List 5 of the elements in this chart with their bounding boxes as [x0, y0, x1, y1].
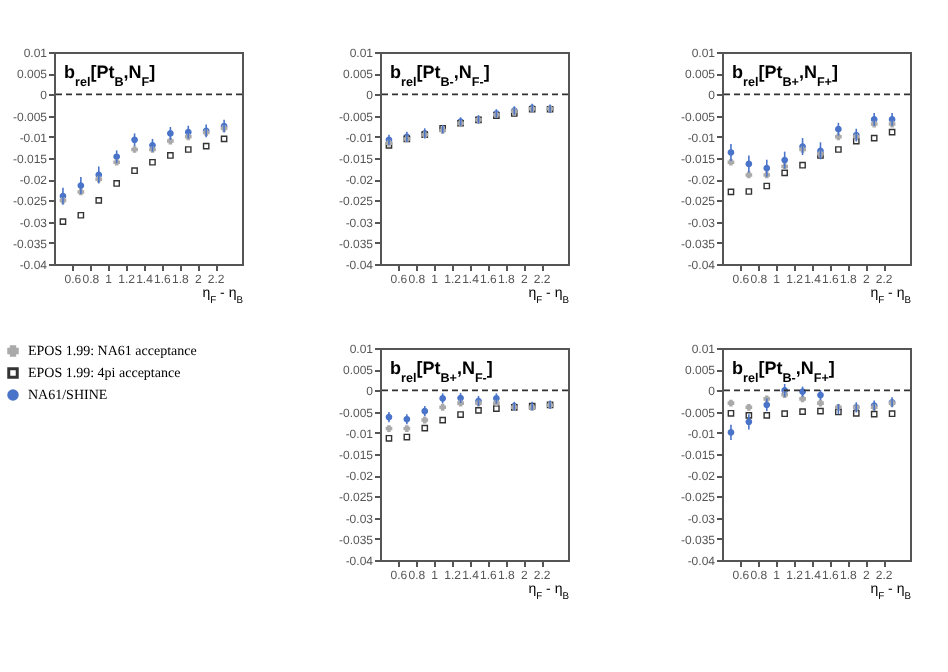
- text: b$_{rel}$[Pt$_{B-}$,N$_{F-}$]: [390, 62, 490, 89]
- text: b$_{rel}$[Pt$_{B+}$,N$_{F+}$]: [732, 62, 838, 89]
- text: b$_{rel}$[Pt$_{B+}$,N$_{F-}$]: [390, 358, 493, 385]
- text: b$_{rel}$[Pt$_{B}$,N$_{F}$]: [64, 62, 156, 89]
- text: b$_{rel}$[Pt$_{B-}$,N$_{F+}$]: [732, 358, 835, 385]
